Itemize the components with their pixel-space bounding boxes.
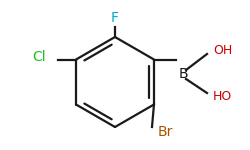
Text: OH: OH bbox=[213, 44, 232, 57]
Text: Br: Br bbox=[158, 125, 174, 139]
Text: HO: HO bbox=[213, 90, 232, 102]
Text: B: B bbox=[178, 67, 188, 81]
Text: Cl: Cl bbox=[32, 50, 46, 64]
Text: F: F bbox=[111, 11, 119, 25]
